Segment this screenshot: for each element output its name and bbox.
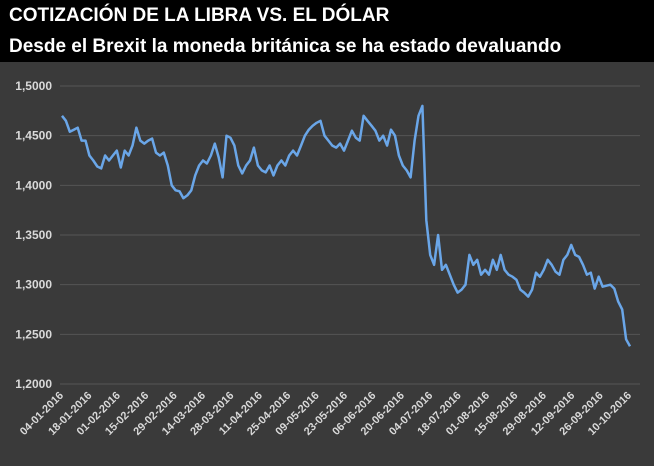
gridlines: [60, 85, 640, 385]
series-line: [61, 104, 632, 347]
y-tick-label: 1,3500: [15, 228, 52, 242]
chart-header: COTIZACIÓN DE LA LIBRA VS. EL DÓLAR Desd…: [0, 0, 654, 62]
chart-subtitle: Desde el Brexit la moneda británica se h…: [9, 36, 562, 57]
y-tick-label: 1,3000: [15, 278, 52, 292]
y-tick-label: 1,4000: [15, 178, 52, 192]
y-tick-label: 1,2500: [15, 327, 52, 341]
y-tick-label: 1,5000: [15, 79, 52, 93]
y-tick-label: 1,4500: [15, 129, 52, 143]
y-tick-label: 1,2000: [15, 377, 52, 391]
chart-area: 1,2000 1,2500 1,3000 1,3500 1,4000 1,4500 1,50…: [0, 62, 654, 466]
series-lines: [61, 104, 632, 347]
y-axis-ticks: 1,2000 1,2500 1,3000 1,3500 1,4000 1,4500 1,50…: [15, 79, 52, 391]
line-chart: 1,2000 1,2500 1,3000 1,3500 1,4000 1,4500 1,50…: [15, 79, 640, 438]
x-axis-ticks: 04-01-201618-01-201601-02-201615-02-2016…: [18, 390, 634, 438]
chart-title: COTIZACIÓN DE LA LIBRA VS. EL DÓLAR: [9, 5, 390, 26]
